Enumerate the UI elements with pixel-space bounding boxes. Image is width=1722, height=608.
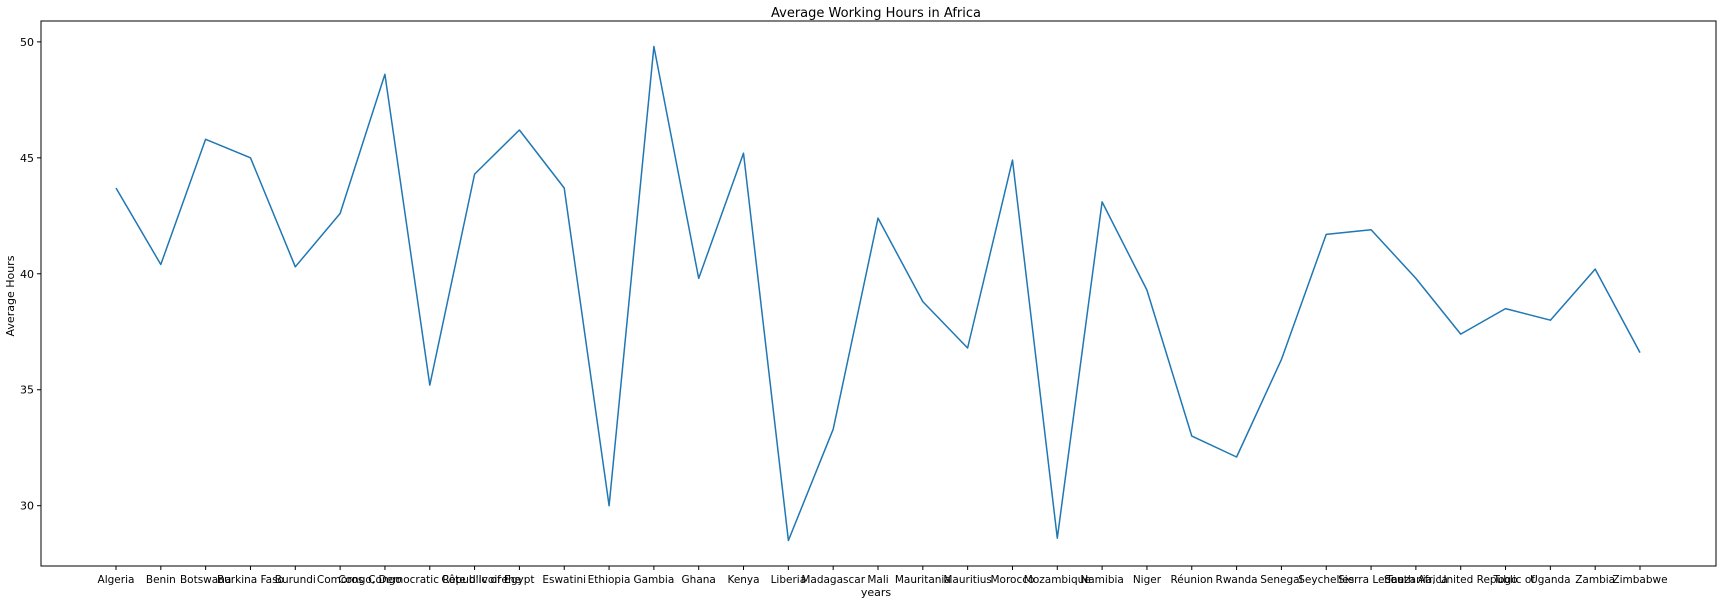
y-tick-label: 40 xyxy=(20,268,34,281)
y-tick-label: 30 xyxy=(20,500,34,513)
x-tick-label: Namibia xyxy=(1080,574,1123,586)
y-axis-ticks: 30 35 40 45 50 xyxy=(20,36,41,513)
series-line xyxy=(116,47,1640,541)
x-tick-label: Gambia xyxy=(633,574,674,586)
x-tick-label: Uganda xyxy=(1530,574,1571,586)
x-tick-label: Benin xyxy=(146,574,176,586)
y-tick-label: 35 xyxy=(20,384,34,397)
x-axis-label: years xyxy=(861,586,892,599)
x-tick-label: Zambia xyxy=(1575,574,1615,586)
x-tick-label: Senegal xyxy=(1260,574,1302,586)
x-tick-label: Ethiopia xyxy=(588,574,631,586)
x-tick-label: Ghana xyxy=(682,574,716,586)
x-tick-label: Algeria xyxy=(98,574,135,586)
x-tick-label: Mali xyxy=(867,574,888,586)
x-tick-label: Madagascar xyxy=(801,574,865,586)
x-tick-label: Kenya xyxy=(727,574,759,586)
x-tick-label: Egypt xyxy=(504,574,534,586)
x-tick-label: Rwanda xyxy=(1216,574,1258,586)
x-tick-label: Burundi xyxy=(275,574,316,586)
x-tick-label: Eswatini xyxy=(542,574,586,586)
y-tick-label: 45 xyxy=(20,152,34,165)
x-tick-label: Togo xyxy=(1492,574,1517,586)
x-tick-label: Niger xyxy=(1133,574,1162,586)
x-tick-label: Côte d'Ivoire xyxy=(441,574,507,586)
plot-frame xyxy=(41,21,1716,566)
y-axis-label: Average Hours xyxy=(4,255,17,336)
chart-title: Average Working Hours in Africa xyxy=(771,6,981,21)
x-tick-label: Réunion xyxy=(1170,574,1213,586)
y-tick-label: 50 xyxy=(20,36,34,49)
series-layer xyxy=(116,47,1640,541)
x-tick-label: Mauritius xyxy=(943,574,992,586)
x-tick-label: Zimbabwe xyxy=(1612,574,1667,586)
